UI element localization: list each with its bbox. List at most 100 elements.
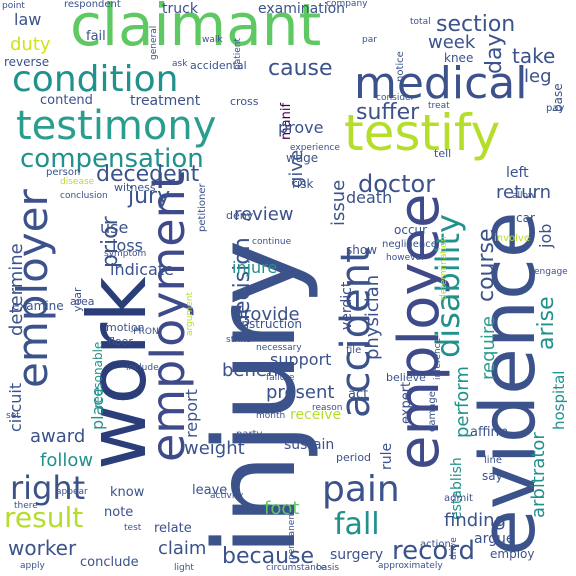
word-base: base	[551, 83, 565, 112]
word-walk: walk	[202, 35, 223, 45]
word-failure: failure	[266, 373, 295, 383]
word-left: left	[506, 165, 529, 181]
word-because: because	[222, 544, 315, 569]
word-there: there	[14, 501, 38, 511]
word-weight: weight	[184, 438, 245, 459]
word-action: action	[420, 539, 451, 550]
word-prove: prove	[278, 118, 324, 137]
word-decedent: decedent	[96, 162, 200, 187]
word-disease: disease	[60, 177, 95, 187]
word-accidental: accidental	[190, 59, 247, 72]
word-testify: testify	[344, 104, 501, 162]
word-instruction: instruction	[238, 317, 303, 331]
word-knee: knee	[444, 51, 474, 65]
word-apply: apply	[20, 561, 45, 571]
word-company: company	[326, 0, 368, 9]
word-point: point	[2, 1, 25, 11]
word-include: include	[126, 363, 159, 373]
word-basis: basis	[316, 563, 340, 573]
word-receive: receive	[290, 407, 342, 423]
word-right: right	[10, 469, 86, 507]
word-duty: duty	[10, 34, 51, 55]
word-par: par	[362, 35, 377, 45]
word-argument: argument	[185, 291, 195, 336]
word-show: show	[346, 243, 378, 257]
word-leave: leave	[192, 483, 228, 498]
word-benefit: benefit	[222, 360, 286, 381]
word-negligence: negligence	[382, 239, 437, 250]
word-worker: worker	[8, 536, 77, 560]
word-note: note	[104, 505, 134, 520]
word-act: act	[348, 387, 369, 402]
word-wage: wage	[286, 151, 319, 165]
word-examine: examine	[12, 299, 64, 313]
word-deny: deny	[226, 209, 254, 222]
word-examination: examination	[258, 1, 346, 17]
word-necessary: necessary	[256, 343, 302, 353]
word-use: use	[100, 218, 129, 237]
word-claim: claim	[158, 538, 207, 559]
word-claimant: claimant	[70, 0, 322, 59]
word-affirm: affirm	[470, 425, 509, 440]
word-condition: condition	[12, 59, 179, 100]
word-surgery: surgery	[330, 547, 384, 563]
word-return: return	[496, 182, 552, 203]
word-circuit: circuit	[6, 382, 25, 432]
word-arise: arise	[534, 296, 559, 350]
word-leg: leg	[524, 66, 552, 87]
word-light: light	[174, 563, 194, 573]
word-total: total	[410, 17, 431, 27]
word-record: record	[392, 536, 476, 566]
word-week: week	[428, 32, 476, 53]
word-section: section	[436, 12, 516, 37]
word-strike: strike	[226, 335, 251, 345]
word-party: party	[236, 429, 263, 440]
word-patient: patient	[233, 37, 243, 70]
word-cross: cross	[230, 95, 259, 108]
word-review: review	[234, 204, 294, 225]
word-physician: physician	[362, 274, 383, 360]
word-sustain: sustain	[284, 437, 335, 453]
word-occur: occur	[394, 223, 428, 237]
word-fail: fail	[86, 29, 106, 44]
word-job: job	[536, 223, 555, 248]
word-doctor: doctor	[358, 170, 436, 198]
word-floor: floor	[108, 335, 133, 348]
word-provide: provide	[232, 304, 300, 325]
word-pay: pay	[546, 103, 565, 114]
word-result: result	[4, 501, 84, 534]
word-motion: motion	[106, 321, 145, 334]
word-general: general	[149, 25, 159, 60]
word-permanent: permanent	[287, 510, 297, 560]
word-employ: employ	[490, 547, 535, 561]
word-determine: determine	[6, 243, 27, 336]
word-treat: treat	[428, 101, 450, 111]
word-foot: foot	[264, 498, 300, 519]
word-argue: argue	[474, 531, 515, 547]
word-arbitrator: arbitrator	[528, 432, 549, 518]
word-drive: drive	[449, 537, 459, 560]
word-tell: tell	[434, 147, 452, 160]
word-know: know	[110, 485, 145, 500]
word-appear: appear	[56, 487, 88, 497]
word-believe: believe	[386, 371, 426, 384]
word-present: present	[266, 382, 335, 403]
word-notice: notice	[395, 51, 406, 82]
word-pron: -PRON-	[130, 327, 162, 337]
word-rule: rule	[379, 442, 395, 470]
word-conclude: conclude	[80, 555, 139, 570]
word-death: death	[346, 188, 393, 207]
word-risk: risk	[292, 177, 314, 191]
word-year: year	[71, 287, 84, 312]
word-inference: inference	[433, 337, 443, 380]
word-determination: determination	[439, 236, 449, 300]
word-experience: experience	[290, 143, 340, 153]
word-petitioner: petitioner	[197, 183, 208, 232]
word-damage: damage	[427, 391, 438, 432]
word-respondent: respondent	[64, 0, 121, 10]
word-verdict: verdict	[339, 281, 355, 330]
word-medical: medical	[354, 58, 528, 109]
word-area: area	[70, 295, 95, 308]
word-loss: loss	[112, 236, 143, 255]
